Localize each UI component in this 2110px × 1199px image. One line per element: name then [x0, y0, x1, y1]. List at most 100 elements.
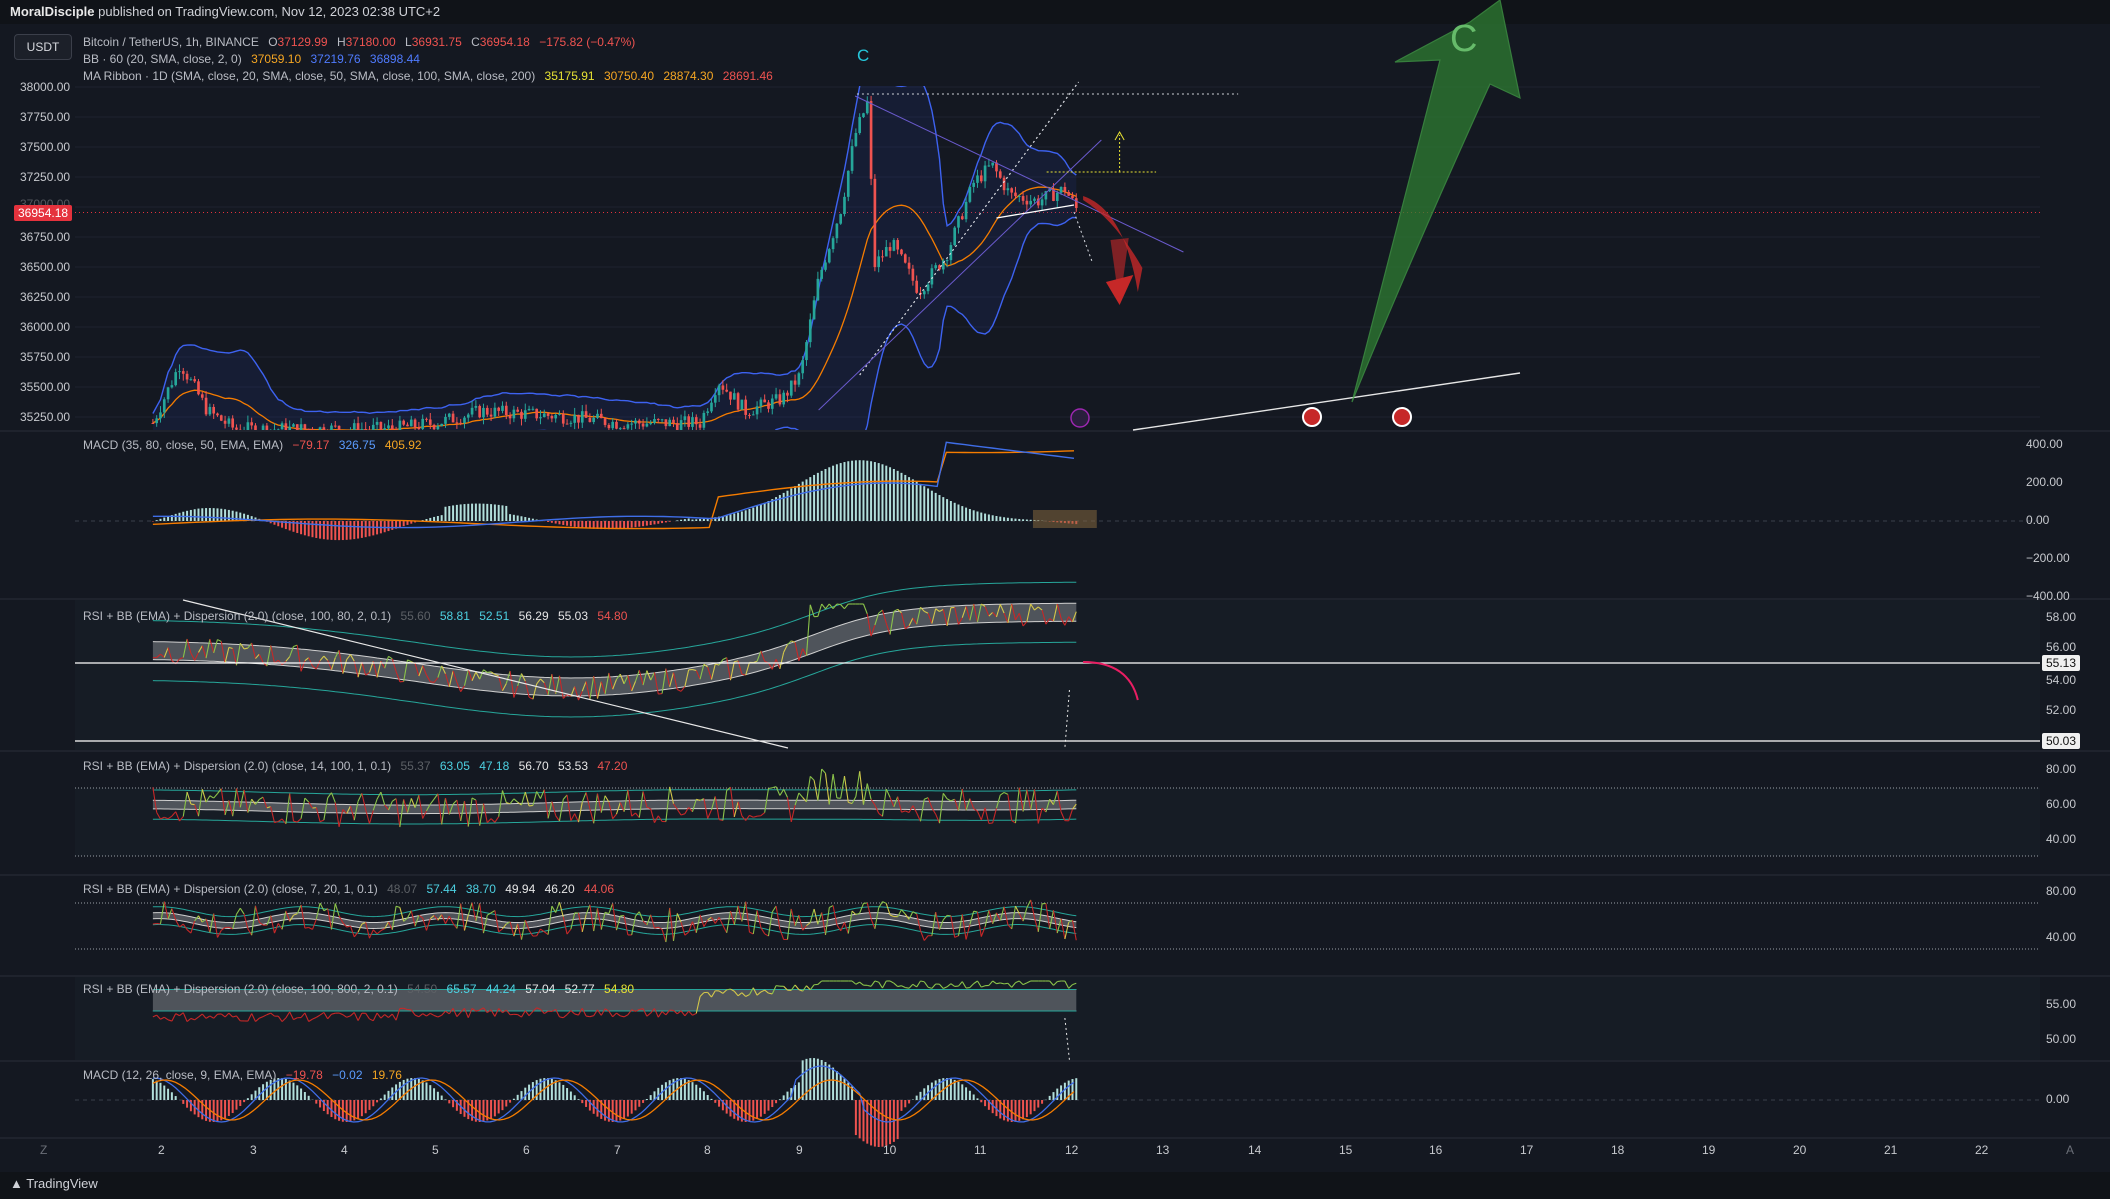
rsi1-rsi-line	[198, 645, 203, 653]
rsi3-rsi-line	[551, 905, 557, 913]
rsi3-value-5: 44.06	[584, 882, 615, 896]
rsi1-rsi-line	[1018, 613, 1024, 627]
rsi2-rsi-line	[889, 797, 895, 808]
rsi3-rsi-line	[467, 902, 473, 916]
time-tick: 21	[1884, 1143, 1898, 1157]
rsi1-rsi-line	[304, 657, 310, 662]
candle-body	[1021, 196, 1025, 201]
macd2-legend[interactable]: MACD (12, 26, close, 9, EMA, EMA) −19.78…	[83, 1068, 402, 1082]
rsi2-rsi-line	[490, 818, 496, 823]
candle-body	[592, 417, 596, 423]
rsi3-rsi-line	[570, 912, 576, 930]
rsi2-band-fill	[152, 800, 1077, 814]
rsi2-rsi-line	[300, 798, 306, 819]
rsi1-rsi-line	[430, 681, 435, 683]
macd1-legend[interactable]: MACD (35, 80, close, 50, EMA, EMA) −79.1…	[83, 438, 422, 452]
rsi3-rsi-line	[1011, 906, 1017, 929]
rsi4-rsi-line	[1022, 982, 1028, 986]
rsi3-rsi-line	[239, 907, 245, 915]
rsi1-rsi-line	[802, 648, 807, 656]
rsi2-rsi-line	[828, 773, 834, 805]
rsi3-rsi-line	[1068, 919, 1073, 923]
currency-button[interactable]: USDT	[14, 34, 72, 60]
rsi2-rsi-line	[604, 795, 610, 803]
rsi2-rsi-line	[862, 783, 868, 805]
rsi4-rsi-line	[403, 1007, 408, 1011]
rsi1-rsi-line	[798, 648, 804, 661]
macd1-label: MACD (35, 80, close, 50, EMA, EMA)	[83, 438, 284, 452]
rsi3-rsi-line	[209, 913, 215, 933]
rsi2-rsi-line	[319, 819, 325, 823]
rsi3-rsi-line	[916, 913, 922, 931]
candle-body	[645, 423, 649, 427]
rsi4-rsi-line	[426, 1012, 431, 1017]
rsi4-rsi-line	[992, 980, 997, 985]
rsi2-rsi-line	[691, 799, 697, 812]
rsi1-rsi-line	[805, 604, 811, 656]
rsi3-rsi-line	[361, 921, 366, 925]
rsi3-rsi-line	[749, 931, 754, 935]
rsi3-rsi-line	[418, 914, 424, 919]
rsi4-rsi-line	[775, 985, 780, 987]
rsi3-rsi-line	[1003, 906, 1009, 925]
bb-lower-line	[536, 216, 1077, 430]
rsi2-rsi-line	[296, 818, 302, 823]
rsi4-rsi-line	[684, 1010, 690, 1017]
rsi3-rsi-line	[726, 910, 732, 933]
rsi3-rsi-line	[711, 916, 716, 924]
rsi1-rsi-line	[426, 674, 431, 683]
rsi3-rsi-line	[847, 910, 853, 934]
rsi1-legend[interactable]: RSI + BB (EMA) + Dispersion (2.0) (close…	[83, 609, 627, 623]
tradingview-logo[interactable]: ▲ TradingView	[10, 1176, 98, 1191]
macd1-macd-value: 326.75	[338, 438, 376, 452]
rsi3-rsi-line	[718, 917, 724, 926]
rsi4-rsi-line	[259, 1016, 264, 1019]
auto-scale-button[interactable]: A	[2066, 1143, 2075, 1157]
zoom-button[interactable]: Z	[40, 1143, 48, 1157]
rsi1-rsi-line	[289, 646, 294, 657]
rsi2-rsi-line	[901, 810, 906, 813]
rsi2-rsi-line	[908, 805, 914, 813]
bb-legend[interactable]: BB · 60 (20, SMA, close, 2, 0) 37059.10 …	[83, 52, 420, 66]
rsi2-rsi-line	[669, 786, 675, 804]
rsi3-rsi-line	[859, 903, 864, 914]
rsi2-rsi-line	[802, 797, 807, 803]
publisher-name[interactable]: MoralDisciple	[10, 4, 95, 19]
time-tick: 8	[704, 1143, 711, 1157]
candle-body	[926, 284, 930, 292]
rsi4-rsi-line	[916, 980, 921, 988]
rsi3-legend[interactable]: RSI + BB (EMA) + Dispersion (2.0) (close…	[83, 882, 614, 896]
rsi4-rsi-line	[771, 985, 777, 995]
rsi3-rsi-line	[304, 926, 309, 929]
candle-body	[577, 414, 580, 423]
ma-value-1: 35175.91	[544, 69, 595, 83]
rsi1-label: RSI + BB (EMA) + Dispersion (2.0) (close…	[83, 609, 392, 623]
rsi4-rsi-line	[521, 1010, 526, 1018]
rsi3-rsi-line	[889, 914, 895, 918]
rsi3-rsi-line	[1064, 922, 1070, 940]
symbol-title[interactable]: Bitcoin / TetherUS, 1h, BINANCE	[83, 35, 259, 49]
rsi2-legend[interactable]: RSI + BB (EMA) + Dispersion (2.0) (close…	[83, 759, 627, 773]
rsi2-rsi-line	[870, 799, 876, 806]
rsi3-rsi-line	[855, 912, 860, 916]
rsi1-rsi-line	[247, 642, 253, 649]
rsi3-rsi-line	[984, 910, 990, 927]
rsi3-rsi-line	[684, 931, 690, 936]
rsi2-rsi-line	[285, 793, 291, 824]
rsi3-rsi-line	[441, 914, 446, 924]
ohlc-open: O37129.99	[268, 35, 328, 49]
candle-body	[368, 429, 371, 430]
candle-body	[216, 413, 219, 416]
ma-legend[interactable]: MA Ribbon · 1D (SMA, close, 20, SMA, clo…	[83, 69, 773, 83]
rsi4-legend[interactable]: RSI + BB (EMA) + Dispersion (2.0) (close…	[83, 982, 634, 996]
rsi4-rsi-line	[182, 1012, 188, 1022]
rsi3-rsi-line	[228, 926, 233, 930]
rsi3-rsi-line	[980, 926, 986, 937]
rsi3-rsi-line	[995, 912, 1001, 921]
rsi4-rsi-line	[536, 1007, 541, 1010]
rsi3-rsi-line	[912, 911, 917, 915]
rsi3-rsi-line	[338, 915, 344, 923]
rsi4-rsi-line	[304, 1012, 310, 1022]
candle-body	[178, 371, 181, 373]
